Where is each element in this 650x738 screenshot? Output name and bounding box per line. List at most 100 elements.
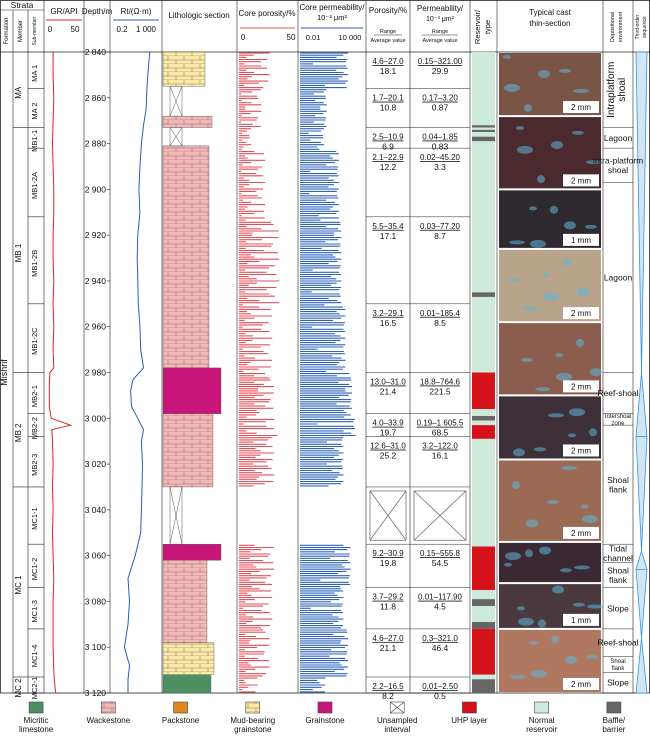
thin-section-pore: [576, 338, 584, 347]
scale-bar-label: 2 mm: [571, 680, 591, 689]
depth-tick-label: 2 880: [85, 139, 107, 149]
environment-label: zone: [611, 421, 625, 427]
legend-label: Micritic: [24, 716, 49, 725]
reservoir-baffle: [472, 136, 495, 142]
permeability-average: 0.83: [432, 142, 449, 152]
env-heading-2: environment: [618, 11, 624, 42]
permeability-range: 0.15–321.00: [418, 57, 463, 66]
permeability-range: 0.3–321.0: [422, 634, 458, 643]
permeability-range: 0.01–117.90: [418, 593, 462, 602]
thin-section-pore: [556, 372, 572, 381]
litho-heading: Lithologic section: [168, 11, 229, 20]
permeability-average: 3.3: [434, 162, 446, 172]
thin-section-pore: [572, 130, 584, 135]
porosity-heading: Porosity/%: [369, 6, 407, 15]
scale-bar-label: 2 mm: [571, 309, 591, 318]
environment-label: Slope: [607, 678, 629, 688]
environment-label: flank: [612, 666, 626, 672]
depth-tick-label: 2 860: [85, 93, 107, 103]
submember-label: MA 2: [30, 103, 39, 120]
member-label: MC 2: [14, 678, 23, 698]
thin-section-pore: [535, 387, 551, 392]
scale-bar-label: 1 mm: [571, 616, 591, 625]
reservoir-normal: [472, 409, 495, 416]
depth-tick-label: 2 980: [85, 368, 107, 378]
reservoir-baffle: [472, 292, 495, 297]
porosity-range: 4.0–33.9: [372, 419, 404, 428]
member-label: MA: [14, 86, 23, 99]
reservoir-heading-1: Reservoir/: [473, 9, 482, 44]
depth-tick-label: 2 960: [85, 322, 107, 332]
environment-label: Intershoal: [605, 414, 631, 420]
sequence-triangle: [635, 568, 648, 639]
core-perm-unit: 10⁻³ μm²: [317, 13, 347, 22]
thin-section-pore: [531, 669, 547, 678]
permeability-average: 46.4: [432, 643, 449, 653]
sequence-triangle: [635, 436, 648, 552]
depth-tick-label: 2 940: [85, 276, 107, 286]
sequence-triangle: [635, 549, 648, 570]
scale-bar-label: 1 mm: [571, 236, 591, 245]
permeability-average: 54.5: [432, 558, 449, 568]
environment-label: shoal: [608, 165, 628, 175]
submember-label: MA 1: [30, 65, 39, 82]
legend-label: Mud-bearing: [230, 716, 275, 725]
por-scale-max: 50: [287, 33, 296, 42]
thin-section-pore: [510, 674, 526, 679]
scale-bar-label: 2 mm: [571, 103, 591, 112]
reservoir-uhp: [472, 425, 495, 439]
member-label: MB 1: [14, 243, 23, 262]
gr-heading: GR/API: [50, 7, 77, 16]
thin-section-pore: [577, 287, 589, 296]
thin-section-pore: [503, 55, 511, 59]
thin-section-pore: [529, 206, 537, 211]
submember-label: MC1-4: [30, 645, 39, 668]
stats-unsampled-box: [413, 490, 467, 541]
scale-bar-box: [563, 613, 599, 626]
thin-section-pore: [517, 145, 533, 154]
litho-interval-micritic: [162, 674, 212, 694]
reservoir-normal: [472, 420, 495, 426]
scale-bar-label: 2 mm: [571, 446, 591, 455]
environment-label: Shoal: [607, 475, 629, 485]
thin-section-pore: [542, 272, 550, 277]
legend-cross: [390, 701, 405, 714]
submember-label: MC1-1: [30, 507, 39, 530]
thin-section-pore: [563, 258, 571, 267]
legend-label: Unsampled: [377, 716, 417, 725]
thin-section-pore: [539, 546, 551, 555]
thin-section-pore: [517, 606, 525, 611]
scale-bar-box: [563, 174, 599, 187]
depth-tick-label: 3 100: [85, 642, 107, 652]
depth-heading: Depth/m: [82, 7, 113, 16]
legend-swatch: [534, 701, 549, 714]
sequence-triangle: [635, 638, 648, 694]
legend-swatch: [462, 701, 477, 714]
thin-section-pore: [561, 466, 577, 471]
thin-section-pore: [518, 617, 534, 626]
thin-section-pore: [538, 619, 546, 628]
gr-curve: [48, 52, 73, 694]
thin-section-pore: [590, 368, 602, 377]
reservoir-uhp: [472, 372, 495, 410]
submember-label: MB1-2B: [30, 250, 39, 277]
permeability-range: 0.19–1 605.5: [417, 419, 464, 428]
scale-bar-label: 2 mm: [571, 176, 591, 185]
depth-tick-label: 3 080: [85, 596, 107, 606]
reservoir-normal: [472, 589, 495, 600]
permeability-unit: 10⁻³ μm²: [426, 16, 455, 23]
perm-scale-max: 10 000: [339, 33, 362, 42]
porosity-average: 19.8: [380, 558, 397, 568]
legend-swatch: [317, 701, 333, 714]
reservoir-heading-2: type: [483, 20, 492, 34]
thin-section-pore: [543, 292, 559, 301]
porosity-range: 4.6–27.0: [372, 57, 404, 66]
env-heading-1: Depositional: [610, 12, 616, 42]
porosity-range: 1.7–20.1: [372, 94, 404, 103]
thin-section-pore: [550, 205, 558, 214]
thin-section-pore: [555, 353, 563, 358]
scale-bar-box: [563, 233, 599, 246]
depth-tick-label: 3 020: [85, 459, 107, 469]
submember-label: MB1-2C: [30, 327, 39, 355]
porosity-average: 6.9: [382, 142, 394, 152]
